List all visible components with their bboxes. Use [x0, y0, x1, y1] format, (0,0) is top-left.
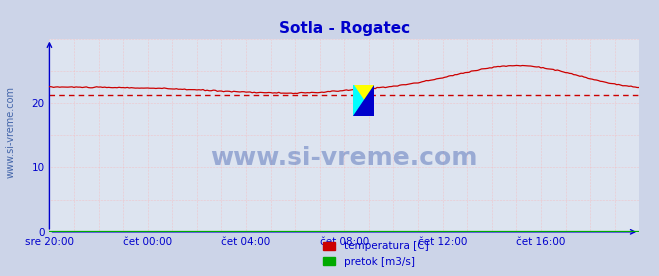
- Text: www.si-vreme.com: www.si-vreme.com: [5, 86, 15, 179]
- Polygon shape: [353, 85, 374, 116]
- Legend: temperatura [C], pretok [m3/s]: temperatura [C], pretok [m3/s]: [319, 237, 432, 271]
- Polygon shape: [353, 85, 374, 116]
- Polygon shape: [353, 85, 374, 116]
- Text: www.si-vreme.com: www.si-vreme.com: [211, 147, 478, 170]
- Title: Sotla - Rogatec: Sotla - Rogatec: [279, 21, 410, 36]
